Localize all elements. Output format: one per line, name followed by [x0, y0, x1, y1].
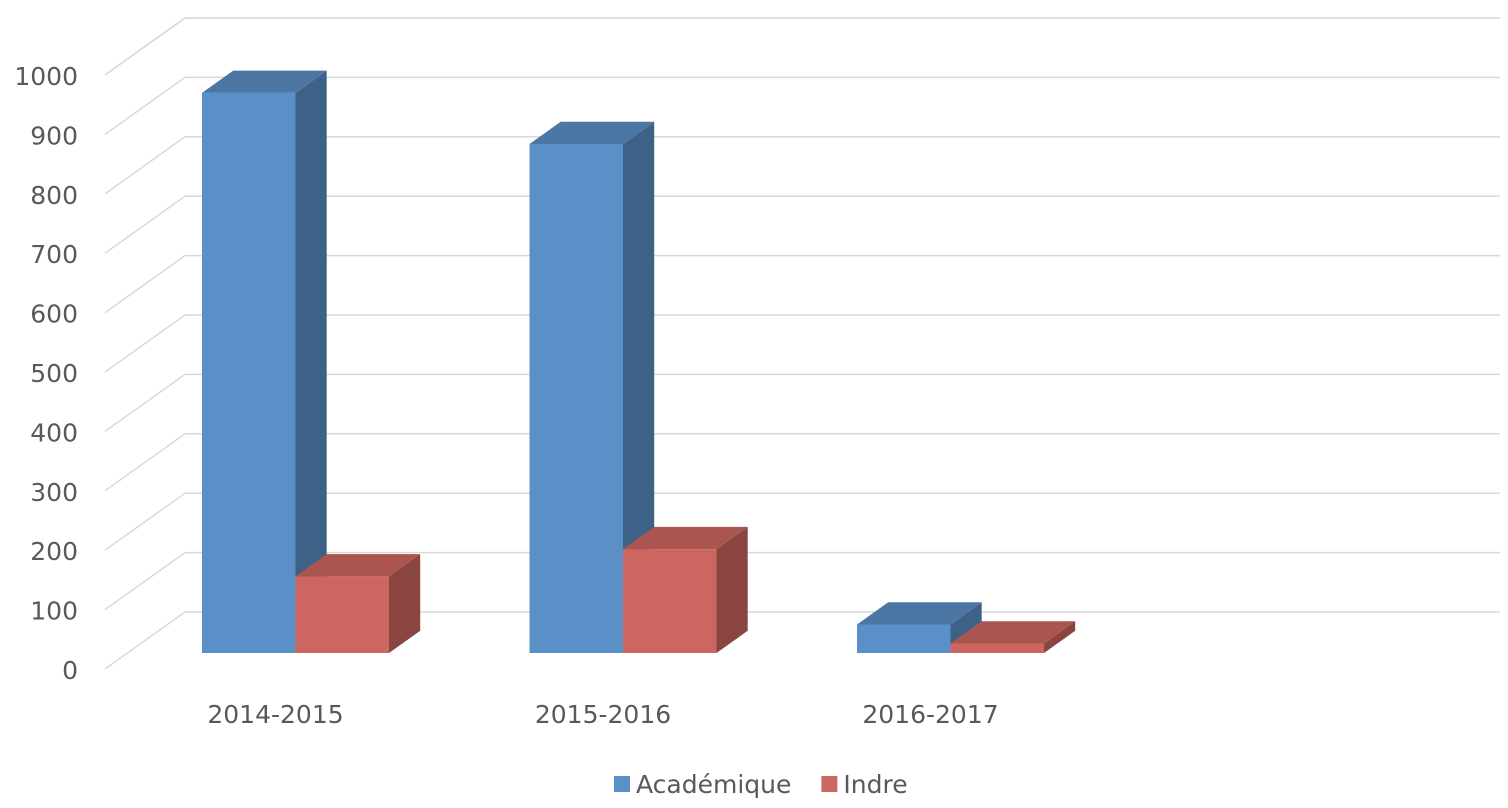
y-tick-label: 700	[30, 240, 78, 269]
bar-side	[623, 121, 655, 654]
grid-line	[104, 136, 1500, 195]
x-tick-label: 2014-2015	[207, 700, 343, 729]
grid-line	[104, 433, 1500, 492]
bar	[529, 121, 655, 654]
grid-line	[104, 551, 1500, 611]
grid-line	[104, 611, 1500, 670]
y-tick-label: 900	[30, 121, 78, 150]
bar-front	[857, 624, 951, 654]
y-tick-label: 400	[30, 418, 78, 447]
bar-front	[950, 643, 1044, 654]
bar-top	[623, 526, 748, 550]
bar-front	[529, 143, 623, 654]
y-tick-label: 300	[30, 478, 78, 507]
bar-top	[857, 602, 982, 625]
bar-side	[295, 70, 327, 654]
grid-line	[104, 492, 1500, 551]
bar-top	[295, 554, 421, 577]
legend-swatch	[614, 776, 630, 792]
bar-front	[202, 92, 296, 654]
bar-top	[529, 121, 655, 144]
bar-side	[389, 554, 421, 654]
legend-swatch	[821, 776, 838, 792]
bar-side	[1044, 621, 1076, 654]
y-tick-label: 0	[62, 656, 78, 685]
x-tick-label: 2015-2016	[535, 700, 671, 729]
bar-side	[716, 526, 748, 654]
y-tick-label: 200	[30, 537, 78, 566]
grid-line	[104, 314, 1500, 373]
y-tick-label: 1000	[14, 62, 78, 91]
bar	[623, 526, 748, 654]
y-tick-label: 500	[30, 359, 78, 388]
bar-top	[950, 621, 1076, 644]
x-tick-label: 2016-2017	[862, 700, 998, 729]
grid-line	[104, 17, 1500, 76]
bar-front	[295, 576, 389, 654]
grid-line	[104, 195, 1500, 254]
bar-front	[623, 549, 717, 654]
legend-label: Indre	[843, 770, 907, 799]
bar	[295, 554, 421, 654]
y-tick-label: 100	[30, 597, 78, 626]
bar-top	[202, 70, 327, 93]
grid-line	[104, 76, 1500, 136]
y-tick-label: 800	[30, 181, 78, 210]
grid-line	[104, 254, 1500, 314]
bar	[202, 70, 327, 654]
y-tick-label: 600	[30, 300, 78, 329]
legend-label: Académique	[636, 770, 791, 799]
grid-line	[104, 373, 1500, 433]
bar	[950, 621, 1076, 654]
